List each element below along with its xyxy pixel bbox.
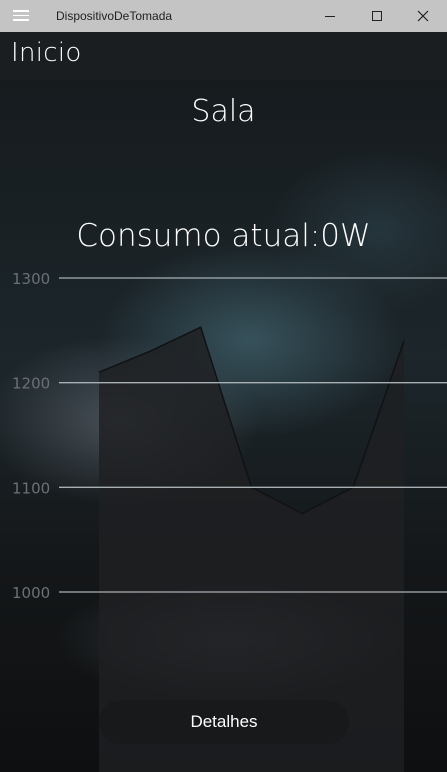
- y-tick-label: 1300: [12, 270, 50, 288]
- y-tick-label: 1100: [12, 479, 50, 497]
- page-title: Inicio: [11, 38, 82, 68]
- title-bar: DispositivoDeTomada: [0, 0, 447, 32]
- close-icon: [417, 10, 429, 22]
- consumption-area: [99, 327, 404, 772]
- current-consumption: Consumo atual:0W: [76, 218, 371, 254]
- y-tick-label: 1200: [12, 375, 50, 393]
- details-button[interactable]: Detalhes: [99, 700, 349, 744]
- maximize-button[interactable]: [363, 6, 391, 26]
- room-name: Sala: [191, 94, 256, 129]
- window-title: DispositivoDeTomada: [56, 9, 173, 23]
- minimize-icon: [325, 16, 335, 17]
- close-button[interactable]: [409, 6, 437, 26]
- consumption-chart: 1000 1100 1200 1300: [12, 270, 447, 772]
- main-content: 1000 1100 1200 1300 Sala Consumo atual:0W D…: [0, 80, 447, 772]
- y-tick-label: 1000: [12, 584, 50, 602]
- maximize-icon: [372, 11, 382, 21]
- hamburger-menu-icon[interactable]: [13, 10, 29, 21]
- app-bar: Inicio: [0, 32, 447, 80]
- minimize-button[interactable]: [316, 6, 344, 26]
